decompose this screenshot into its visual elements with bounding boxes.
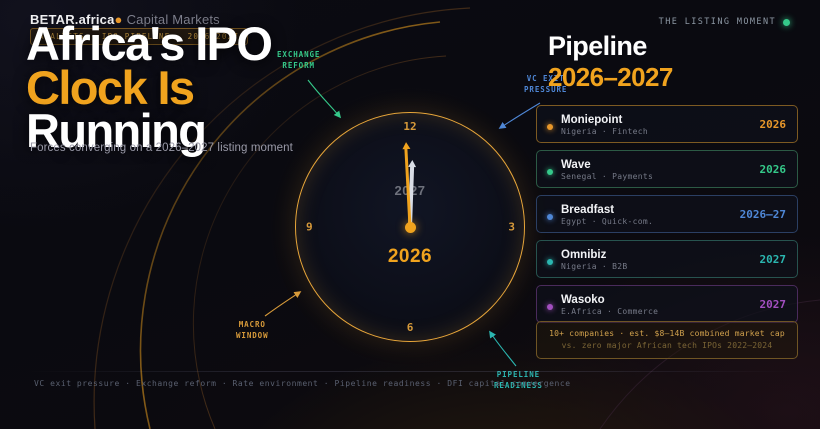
company-meta: Senegal · Payments xyxy=(561,172,654,182)
summary-line-2: vs. zero major African tech IPOs 2022–20… xyxy=(561,341,773,350)
company-meta: Nigeria · Fintech xyxy=(561,127,648,137)
annotation-pipeline-readiness: PIPELINE READINESS xyxy=(494,370,543,392)
company-card[interactable]: Moniepoint Nigeria · Fintech 2026 xyxy=(536,105,798,143)
hero-badge: ANALYSTS · IPO PIPELINE · 2026–2027 xyxy=(30,28,249,45)
brand-dot-icon: ● xyxy=(114,12,123,27)
summary-box: 10+ companies · est. $8–14B combined mar… xyxy=(536,321,798,359)
company-name: Moniepoint xyxy=(561,114,623,126)
page-title: Africa's IPO Clock Is Running xyxy=(26,17,273,158)
annotation-exchange-reform: EXCHANGE REFORM xyxy=(277,50,320,72)
annotation-vc-exit-pressure: VC EXIT PRESSURE xyxy=(524,74,567,96)
headline-line-3: Running xyxy=(26,104,207,158)
status-label: THE LISTING MOMENT xyxy=(658,17,776,27)
summary-line-1: 10+ companies · est. $8–14B combined mar… xyxy=(549,329,785,338)
clock-hour-6: 6 xyxy=(406,321,414,334)
annotation-macro-window-line2: WINDOW xyxy=(236,330,269,340)
company-status-dot-icon xyxy=(547,214,553,220)
panel-years: 2026–2027 xyxy=(548,62,673,92)
company-name: Breadfast xyxy=(561,204,615,216)
company-card[interactable]: Breadfast Egypt · Quick-com. 2026–27 xyxy=(536,195,798,233)
company-name: Omnibiz xyxy=(561,249,607,261)
company-year: 2027 xyxy=(759,298,787,311)
clock-year-lower: 2026 xyxy=(387,246,433,267)
annotation-exchange-reform-line2: REFORM xyxy=(282,60,315,70)
company-status-dot-icon xyxy=(547,169,553,175)
footer-text: VC exit pressure · Exchange reform · Rat… xyxy=(34,379,571,388)
company-card[interactable]: Wave Senegal · Payments 2026 xyxy=(536,150,798,188)
brand-logo: BETAR.africa● Capital Markets xyxy=(30,12,220,27)
brand-name: BETAR.africa xyxy=(30,12,115,27)
annotation-pipeline-readiness-line1: PIPELINE xyxy=(496,370,541,379)
company-status-dot-icon xyxy=(547,124,553,130)
company-name: Wasoko xyxy=(561,294,605,306)
annotation-exchange-reform-line1: EXCHANGE xyxy=(277,50,321,59)
hero-subtitle: Forces converging on a 2026–2027 listing… xyxy=(30,142,293,154)
annotation-macro-window-line1: MACRO xyxy=(238,320,266,329)
ipo-clock: 12 3 6 9 2027 2026 xyxy=(267,84,553,370)
clock-hour-9: 9 xyxy=(306,220,313,234)
company-year: 2027 xyxy=(759,253,787,266)
status-pulse-icon xyxy=(783,18,790,26)
company-list: Moniepoint Nigeria · Fintech 2026 Wave Seneg… xyxy=(536,105,798,323)
company-year: 2026 xyxy=(759,118,787,131)
headline-line-2: Clock Is xyxy=(26,60,195,114)
company-card[interactable]: Omnibiz Nigeria · B2B 2027 xyxy=(536,240,798,278)
company-meta: E.Africa · Commerce xyxy=(561,307,659,317)
annotation-vc-exit-pressure-line2: PRESSURE xyxy=(524,84,568,94)
clock-pivot xyxy=(404,221,416,233)
clock-hour-12: 12 xyxy=(403,120,417,133)
annotation-vc-exit-pressure-line1: VC EXIT xyxy=(526,74,565,83)
annotation-pipeline-readiness-line2: READINESS xyxy=(494,380,543,390)
company-meta: Egypt · Quick-com. xyxy=(561,217,654,227)
footer-divider xyxy=(26,371,794,372)
panel-title: Pipeline xyxy=(548,31,647,61)
brand-suffix: Capital Markets xyxy=(126,12,220,27)
company-year: 2026–27 xyxy=(739,208,786,221)
company-card[interactable]: Wasoko E.Africa · Commerce 2027 xyxy=(536,285,798,323)
company-name: Wave xyxy=(561,159,591,171)
company-meta: Nigeria · B2B xyxy=(561,262,628,272)
annotation-macro-window: MACRO WINDOW xyxy=(236,320,269,342)
company-status-dot-icon xyxy=(547,304,553,310)
clock-hour-3: 3 xyxy=(508,220,515,234)
company-status-dot-icon xyxy=(547,259,553,265)
company-year: 2026 xyxy=(759,163,787,176)
headline-line-1: Africa's IPO xyxy=(26,17,273,70)
status-badge: THE LISTING MOMENT xyxy=(659,17,790,27)
